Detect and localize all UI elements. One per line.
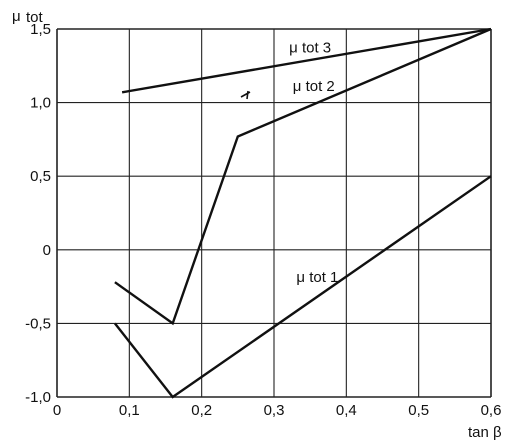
series-label-1: μ tot 1 (296, 269, 338, 286)
x-tick-label-6: 0,6 (481, 402, 502, 419)
y-tick-label-1: -0,5 (25, 315, 51, 332)
x-tick-label-0: 0 (53, 402, 61, 419)
x-tick-label-5: 0,5 (408, 402, 429, 419)
y-axis-label-tot: tot (26, 9, 44, 26)
x-tick-label-2: 0,2 (191, 402, 212, 419)
series-label-3: μ tot 3 (289, 40, 331, 57)
y-tick-label-4: 1,0 (30, 95, 51, 112)
series-line-1 (113, 175, 492, 399)
series-line-3 (121, 27, 492, 94)
series-labels: μ tot 1 μ tot 2 μ tot 3 (240, 40, 338, 286)
y-tick-label-5: 1,5 (30, 21, 51, 38)
y-tick-label-0: -1,0 (25, 389, 51, 406)
series-lines (113, 27, 492, 399)
x-axis-label: tan β (468, 424, 502, 441)
y-tick-label-2: 0 (43, 242, 51, 259)
y-axis-label-mu: μ (12, 8, 21, 25)
grid (56, 28, 492, 398)
series-line-2 (114, 27, 492, 326)
tick-labels: 0 0,1 0,2 0,3 0,4 0,5 0,6 -1,0 -0,5 0 0,5 1,0 1,5 (25, 21, 501, 419)
series-label-2: μ tot 2 (293, 78, 335, 95)
x-tick-label-4: 0,4 (336, 402, 357, 419)
y-tick-label-3: 0,5 (30, 168, 51, 185)
x-tick-label-3: 0,3 (264, 402, 285, 419)
stray-mark (240, 90, 251, 100)
x-tick-label-1: 0,1 (119, 402, 140, 419)
